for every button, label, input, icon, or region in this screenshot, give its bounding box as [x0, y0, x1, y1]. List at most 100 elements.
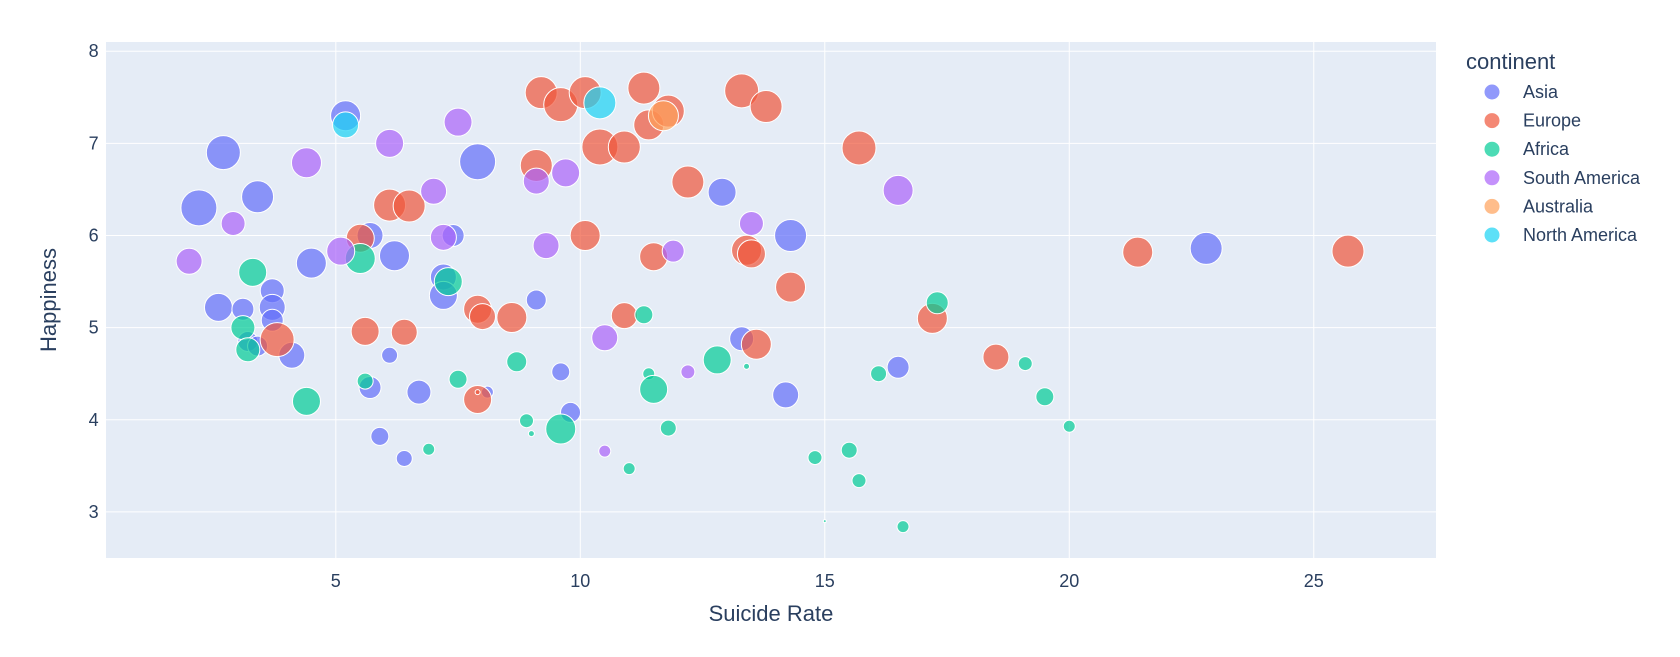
data-point[interactable] — [522, 167, 550, 195]
data-point[interactable] — [591, 324, 619, 352]
data-point[interactable] — [422, 442, 436, 456]
data-point[interactable] — [622, 462, 636, 476]
legend-item-europe[interactable]: Europe — [1483, 111, 1581, 131]
data-point[interactable] — [1017, 356, 1033, 372]
data-point[interactable] — [634, 305, 654, 325]
data-point[interactable] — [724, 73, 760, 109]
series-europe — [259, 71, 1365, 415]
data-point[interactable] — [1189, 231, 1223, 265]
data-point[interactable] — [886, 355, 910, 379]
data-point[interactable] — [238, 257, 268, 287]
legend-item-australia[interactable]: Australia — [1483, 196, 1594, 216]
legend-label: South America — [1523, 168, 1641, 188]
data-point[interactable] — [680, 364, 696, 380]
data-point[interactable] — [259, 322, 295, 358]
data-point[interactable] — [840, 441, 858, 459]
data-point[interactable] — [519, 413, 535, 429]
data-point[interactable] — [1122, 236, 1154, 268]
data-point[interactable] — [551, 362, 571, 382]
data-point[interactable] — [841, 130, 877, 166]
data-point[interactable] — [220, 211, 246, 237]
data-point[interactable] — [775, 271, 807, 303]
data-point[interactable] — [175, 247, 203, 275]
data-point[interactable] — [506, 351, 528, 373]
data-point[interactable] — [291, 386, 321, 416]
data-point[interactable] — [203, 292, 233, 322]
data-point[interactable] — [392, 189, 426, 223]
data-point[interactable] — [1062, 419, 1076, 433]
data-point[interactable] — [433, 267, 463, 297]
data-point[interactable] — [551, 158, 581, 188]
data-point[interactable] — [532, 232, 560, 260]
data-point[interactable] — [639, 374, 669, 404]
data-point[interactable] — [381, 346, 399, 364]
data-point[interactable] — [661, 239, 685, 263]
legend-items[interactable]: Asia Europe Africa South America Australia No… — [1483, 82, 1641, 245]
data-point[interactable] — [356, 372, 374, 390]
data-point[interactable] — [671, 165, 705, 199]
data-point[interactable] — [205, 135, 241, 171]
data-point[interactable] — [469, 303, 497, 331]
data-point[interactable] — [448, 369, 468, 389]
data-point[interactable] — [295, 247, 327, 279]
legend-item-south-america[interactable]: South America — [1483, 168, 1641, 188]
data-point[interactable] — [463, 385, 493, 415]
data-point[interactable] — [702, 345, 732, 375]
data-point[interactable] — [459, 143, 497, 181]
data-point[interactable] — [647, 100, 679, 132]
data-point[interactable] — [743, 362, 751, 370]
data-point[interactable] — [774, 219, 808, 252]
legend-label: Africa — [1523, 139, 1570, 159]
data-point[interactable] — [925, 291, 949, 315]
data-point[interactable] — [290, 147, 322, 179]
data-point[interactable] — [496, 302, 528, 334]
data-point[interactable] — [370, 426, 390, 446]
data-point[interactable] — [395, 449, 413, 467]
data-point[interactable] — [749, 90, 783, 123]
data-point[interactable] — [870, 365, 888, 383]
data-point[interactable] — [429, 223, 457, 251]
data-point[interactable] — [598, 444, 612, 458]
data-point[interactable] — [1035, 387, 1055, 407]
data-point[interactable] — [659, 419, 677, 437]
data-point[interactable] — [896, 520, 910, 534]
data-point[interactable] — [583, 86, 617, 120]
data-point[interactable] — [851, 473, 867, 489]
data-point[interactable] — [378, 240, 410, 272]
data-point[interactable] — [1331, 234, 1365, 268]
legend-item-africa[interactable]: Africa — [1483, 139, 1570, 159]
data-point[interactable] — [569, 220, 601, 251]
data-point[interactable] — [882, 174, 914, 206]
data-point[interactable] — [627, 71, 661, 105]
data-point[interactable] — [420, 177, 448, 205]
data-point[interactable] — [982, 343, 1010, 371]
data-point[interactable] — [474, 389, 481, 396]
data-point[interactable] — [740, 328, 772, 360]
data-point[interactable] — [443, 107, 473, 137]
data-point[interactable] — [527, 430, 535, 438]
data-point[interactable] — [772, 381, 800, 409]
data-point[interactable] — [707, 177, 737, 207]
data-point[interactable] — [736, 239, 766, 269]
data-point[interactable] — [326, 236, 356, 266]
data-point[interactable] — [241, 180, 275, 214]
data-point[interactable] — [525, 289, 547, 311]
data-point[interactable] — [390, 318, 418, 346]
y-tick-label: 8 — [89, 41, 99, 61]
data-point[interactable] — [235, 337, 261, 363]
legend-item-asia[interactable]: Asia — [1483, 82, 1559, 102]
data-point[interactable] — [375, 128, 405, 158]
data-point[interactable] — [610, 302, 638, 330]
data-point[interactable] — [350, 316, 380, 346]
data-point[interactable] — [180, 189, 218, 227]
data-point[interactable] — [545, 413, 577, 445]
data-point[interactable] — [406, 379, 432, 405]
data-point[interactable] — [230, 315, 256, 341]
data-point[interactable] — [332, 111, 360, 139]
data-point[interactable] — [822, 519, 827, 524]
data-point[interactable] — [738, 211, 764, 237]
data-point[interactable] — [807, 450, 823, 466]
legend-item-north-america[interactable]: North America — [1483, 225, 1638, 245]
data-point[interactable] — [607, 130, 641, 164]
